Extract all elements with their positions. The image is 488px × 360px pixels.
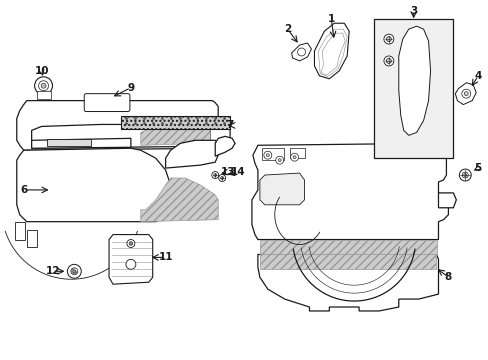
Circle shape bbox=[220, 176, 223, 180]
Polygon shape bbox=[17, 100, 230, 150]
Polygon shape bbox=[215, 136, 235, 156]
Circle shape bbox=[264, 151, 271, 159]
Polygon shape bbox=[141, 125, 210, 145]
Polygon shape bbox=[32, 125, 210, 148]
Polygon shape bbox=[32, 138, 131, 148]
Circle shape bbox=[211, 172, 218, 179]
Text: 13: 13 bbox=[221, 167, 235, 177]
Polygon shape bbox=[314, 23, 348, 79]
Polygon shape bbox=[454, 83, 475, 105]
Circle shape bbox=[386, 58, 390, 63]
Circle shape bbox=[383, 34, 393, 44]
Text: 5: 5 bbox=[473, 163, 481, 173]
Text: 11: 11 bbox=[158, 252, 173, 262]
Bar bbox=[46, 139, 91, 146]
Circle shape bbox=[290, 153, 298, 161]
FancyBboxPatch shape bbox=[84, 94, 130, 112]
Circle shape bbox=[383, 56, 393, 66]
Polygon shape bbox=[259, 173, 304, 205]
Circle shape bbox=[127, 239, 135, 247]
Circle shape bbox=[218, 175, 225, 181]
Polygon shape bbox=[259, 255, 435, 269]
Polygon shape bbox=[141, 178, 218, 222]
Circle shape bbox=[463, 174, 466, 176]
Bar bbox=[37, 91, 50, 99]
Polygon shape bbox=[251, 143, 447, 239]
Text: 4: 4 bbox=[473, 71, 481, 81]
Polygon shape bbox=[438, 193, 455, 208]
Circle shape bbox=[73, 270, 76, 273]
Circle shape bbox=[386, 37, 390, 41]
Bar bbox=[121, 116, 230, 129]
Text: 1: 1 bbox=[327, 14, 334, 24]
Text: 14: 14 bbox=[230, 167, 245, 177]
Circle shape bbox=[213, 174, 216, 176]
Circle shape bbox=[41, 83, 46, 88]
Text: 8: 8 bbox=[444, 272, 451, 282]
Bar bbox=[262, 148, 283, 160]
Text: 12: 12 bbox=[46, 266, 61, 276]
Circle shape bbox=[266, 154, 269, 157]
Polygon shape bbox=[257, 255, 438, 311]
Polygon shape bbox=[259, 239, 436, 255]
Circle shape bbox=[275, 156, 283, 164]
Polygon shape bbox=[291, 43, 311, 61]
Polygon shape bbox=[398, 26, 429, 135]
Circle shape bbox=[39, 81, 48, 91]
Text: 10: 10 bbox=[34, 66, 49, 76]
Polygon shape bbox=[165, 140, 218, 168]
Text: 2: 2 bbox=[284, 24, 291, 34]
Text: 3: 3 bbox=[409, 6, 416, 16]
Circle shape bbox=[463, 92, 468, 96]
Bar bbox=[373, 19, 452, 158]
Polygon shape bbox=[109, 235, 152, 284]
Circle shape bbox=[461, 172, 468, 178]
Polygon shape bbox=[15, 222, 25, 239]
Text: 9: 9 bbox=[127, 83, 134, 93]
Circle shape bbox=[458, 169, 470, 181]
Polygon shape bbox=[17, 148, 170, 222]
Text: 6: 6 bbox=[20, 185, 27, 195]
Circle shape bbox=[71, 268, 78, 275]
Circle shape bbox=[278, 159, 281, 162]
Circle shape bbox=[129, 242, 132, 245]
Text: 7: 7 bbox=[226, 121, 233, 130]
Bar bbox=[289, 148, 304, 158]
Polygon shape bbox=[27, 230, 37, 247]
Circle shape bbox=[35, 77, 52, 95]
Circle shape bbox=[461, 89, 470, 98]
Circle shape bbox=[297, 48, 305, 56]
Circle shape bbox=[67, 264, 81, 278]
Circle shape bbox=[292, 156, 296, 159]
Circle shape bbox=[126, 260, 136, 269]
